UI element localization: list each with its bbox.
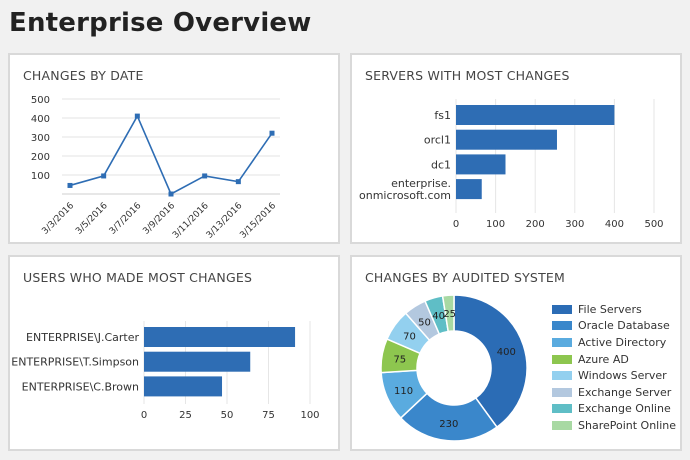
x-tick-label: 200 <box>526 219 545 230</box>
changes-by-date-panel: CHANGES BY DATE 100 200 300 400 500 3/3/2016 3… <box>8 53 340 244</box>
users-panel: USERS WHO MADE MOST CHANGES 0 25 50 75 100 EN… <box>8 255 340 451</box>
category-label: dc1 <box>431 158 451 171</box>
legend-label: Exchange Online <box>578 402 671 416</box>
slice-label: 25 <box>443 309 456 320</box>
data-point <box>134 113 140 119</box>
x-tick-label: 3/3/2016 <box>40 201 76 237</box>
legend-label: File Servers <box>578 302 642 316</box>
bar <box>456 179 482 200</box>
slice-label: 75 <box>393 355 406 366</box>
legend-label: Windows Server <box>578 369 667 383</box>
x-tick-label: 0 <box>453 219 459 230</box>
bar <box>144 327 296 347</box>
legend-item: Oracle Database <box>552 318 676 335</box>
legend-item: Azure AD <box>552 351 676 368</box>
y-tick-label: 400 <box>31 114 50 125</box>
x-tick-label: 100 <box>300 410 319 421</box>
page-title: Enterprise Overview <box>9 8 312 38</box>
panel-title: SERVERS WITH MOST CHANGES <box>365 68 570 83</box>
legend-label: Exchange Server <box>578 385 672 399</box>
category-label: fs1 <box>434 109 451 122</box>
x-tick-label: 0 <box>141 410 147 421</box>
x-tick-label: 300 <box>565 219 584 230</box>
legend-swatch <box>552 404 572 414</box>
category-label: orcl1 <box>424 134 451 147</box>
audited-system-panel: CHANGES BY AUDITED SYSTEM 400 230 110 75 70 5… <box>350 255 682 451</box>
servers-chart: 0 100 200 300 400 500 fs1 orcl1 dc1 enterprise. on… <box>359 99 664 230</box>
data-point <box>168 191 174 197</box>
bar <box>144 351 251 372</box>
bar <box>456 105 615 125</box>
x-tick-label: 3/5/2016 <box>74 201 110 237</box>
x-tick-label: 3/7/2016 <box>108 201 144 237</box>
legend-item: File Servers <box>552 301 676 318</box>
bar <box>456 129 557 150</box>
users-chart: 0 25 50 75 100 ENTERPRISE\J.Carter ENTERPRISE\… <box>11 321 320 421</box>
pie-slice <box>453 294 528 429</box>
x-tick-label: 100 <box>486 219 505 230</box>
data-point <box>101 173 107 179</box>
slice-label: 230 <box>439 419 458 430</box>
legend-swatch <box>552 337 572 347</box>
servers-panel: SERVERS WITH MOST CHANGES 0 100 200 300 400 5… <box>350 53 682 244</box>
bar <box>456 154 506 175</box>
panel-title: CHANGES BY AUDITED SYSTEM <box>365 270 565 285</box>
legend-item: Active Directory <box>552 334 676 351</box>
pie-slice <box>441 294 455 333</box>
category-label: ENTERPRISE\C.Brown <box>22 380 139 393</box>
legend-swatch <box>552 304 572 314</box>
y-tick-label: 300 <box>31 133 50 144</box>
category-label: ENTERPRISE\J.Carter <box>26 331 139 344</box>
y-tick-label: 500 <box>31 95 50 106</box>
legend-label: Oracle Database <box>578 319 670 333</box>
legend-item: Windows Server <box>552 367 676 384</box>
data-point <box>67 182 73 188</box>
bar <box>144 376 223 397</box>
panel-title: USERS WHO MADE MOST CHANGES <box>23 270 253 285</box>
x-tick-label: 400 <box>605 219 624 230</box>
data-point <box>269 130 275 136</box>
y-tick-label: 200 <box>31 152 50 163</box>
slice-label: 70 <box>403 332 416 343</box>
panel-title: CHANGES BY DATE <box>23 68 144 83</box>
legend-swatch <box>552 321 572 331</box>
data-point <box>202 173 208 179</box>
x-tick-label: 500 <box>644 219 663 230</box>
legend-swatch <box>552 354 572 364</box>
category-label: ENTERPRISE\T.Simpson <box>11 356 139 369</box>
legend-swatch <box>552 420 572 430</box>
legend-item: Exchange Server <box>552 384 676 401</box>
series-line <box>69 114 273 196</box>
category-label: enterprise. onmicrosoft.com <box>359 177 451 202</box>
changes-by-date-chart: 1002003004005003/3/20163/5/20163/7/20163… <box>31 95 280 241</box>
legend-item: SharePoint Online <box>552 417 676 434</box>
legend-label: SharePoint Online <box>578 418 677 432</box>
slice-label: 110 <box>394 386 413 397</box>
x-tick-label: 75 <box>262 410 275 421</box>
slice-label: 40 <box>432 311 445 322</box>
legend-item: Exchange Online <box>552 401 676 418</box>
chart-legend: File Servers Oracle Database Active Direct… <box>552 301 676 434</box>
x-tick-label: 3/9/2016 <box>141 201 177 237</box>
slice-label: 50 <box>418 318 431 329</box>
data-point <box>235 179 241 185</box>
legend-swatch <box>552 387 572 397</box>
x-tick-label: 50 <box>221 410 234 421</box>
legend-label: Azure AD <box>578 352 629 366</box>
x-tick-label: 25 <box>179 410 192 421</box>
legend-swatch <box>552 371 572 381</box>
y-tick-label: 100 <box>31 171 50 182</box>
slice-label: 400 <box>497 347 516 358</box>
legend-label: Active Directory <box>578 335 667 349</box>
x-tick-label: 3/15/2016 <box>238 201 278 241</box>
